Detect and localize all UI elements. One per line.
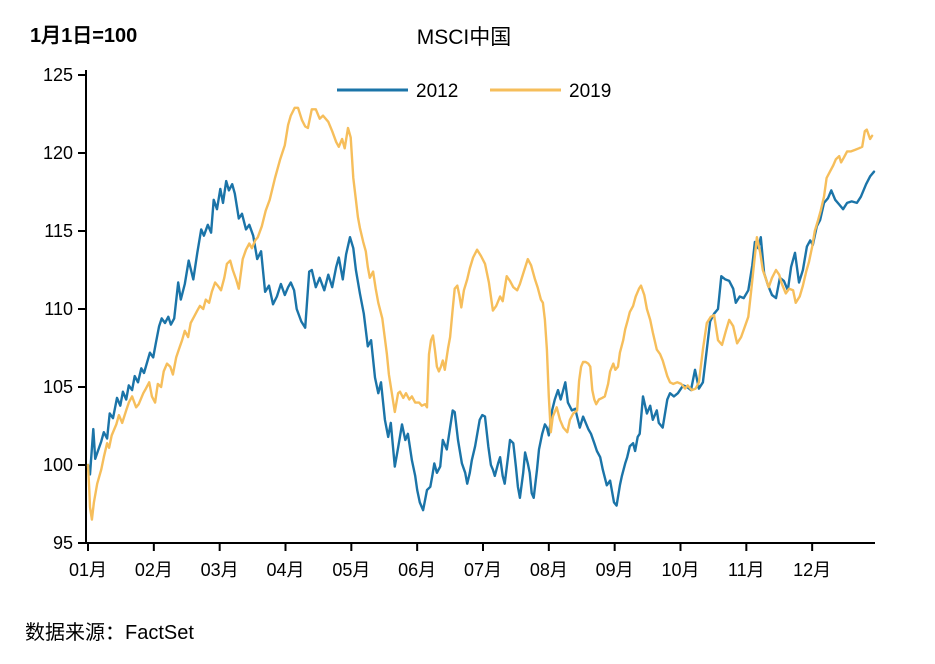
data-source-note: 数据来源：FactSet: [25, 621, 194, 644]
x-axis-tick-label: 05月: [332, 560, 370, 580]
data-series: [86, 106, 876, 521]
index-base-label: 1月1日=100: [30, 25, 137, 47]
y-axis-tick-label: 110: [44, 299, 73, 319]
x-axis-tick-label: 10月: [661, 560, 699, 580]
chart-title: MSCI中国: [417, 26, 512, 49]
x-axis-tick-label: 04月: [266, 560, 304, 580]
legend-label-2019: 2019: [569, 81, 611, 102]
legend: 2012 2019: [337, 81, 611, 102]
y-axis-tick-label: 105: [43, 377, 73, 397]
y-axis-tick-label: 125: [43, 65, 73, 85]
x-axis-tick-label: 11月: [728, 560, 765, 580]
x-axis-tick-label: 02月: [135, 560, 173, 580]
x-axis-tick-label: 08月: [530, 560, 568, 580]
x-axis-tick-label: 12月: [793, 560, 831, 580]
axes: 95 100 105 110 115 120 125 01月 02月 03月 04月 05月 06月 07…: [43, 65, 875, 580]
x-axis-tick-label: 06月: [398, 560, 436, 580]
y-axis-tick-label: 95: [53, 533, 73, 553]
x-axis-tick-label: 09月: [596, 560, 634, 580]
x-axis-tick-label: 01月: [69, 560, 107, 580]
legend-label-2012: 2012: [416, 81, 458, 102]
x-axis-tick-label: 03月: [201, 560, 239, 580]
series-line-2012: [86, 170, 876, 512]
y-axis-tick-label: 100: [43, 455, 73, 475]
y-axis-tick-label: 120: [43, 143, 73, 163]
y-axis-tick-label: 115: [44, 221, 73, 241]
series-line-2019: [86, 106, 874, 521]
x-axis-tick-label: 07月: [464, 560, 502, 580]
